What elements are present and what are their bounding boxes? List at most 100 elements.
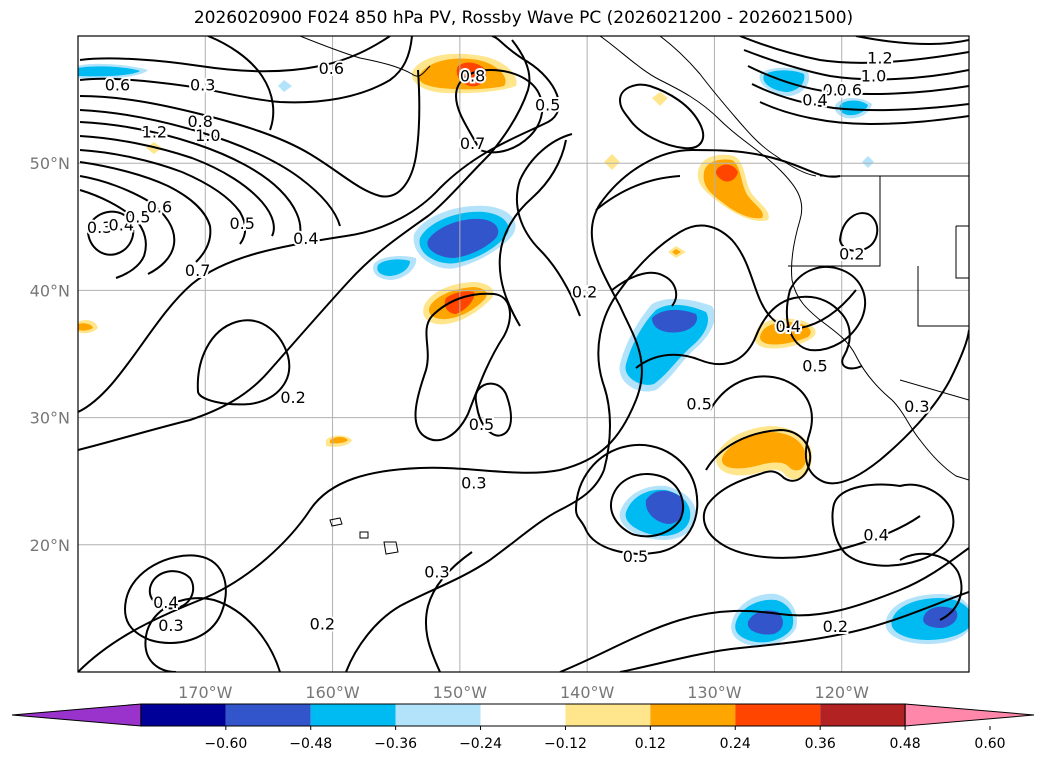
x-tick-label: 120°W <box>815 683 870 702</box>
anomaly-shading <box>78 53 969 647</box>
contour-line <box>498 139 567 327</box>
shade-neg-44n-core <box>427 218 499 258</box>
shade-neg-nw-corner-mid <box>78 66 140 77</box>
coastline-alaska <box>299 36 431 77</box>
contour-label: 1.0 <box>195 126 220 145</box>
shade-pos-49n-max <box>715 164 738 182</box>
contour-label: 0.5 <box>229 214 254 233</box>
x-axis-tick-labels: 170°W 160°W 150°W 140°W 130°W 120°W <box>178 683 869 702</box>
contour-label: 0.8 <box>187 112 212 131</box>
colorbar-box <box>395 704 481 726</box>
shade-neg-ne2-mid <box>839 100 868 116</box>
contour-line <box>424 551 473 672</box>
contour-line <box>759 101 969 125</box>
contour-label: 0.2 <box>572 283 597 302</box>
contour-label: 0.6 <box>147 197 172 216</box>
border-state-4 <box>899 379 969 401</box>
contour-line <box>702 429 921 559</box>
contour-label: 1.2 <box>142 122 167 141</box>
contour-line <box>414 292 511 442</box>
contour-label: 0.8 <box>460 66 485 85</box>
pv-contours <box>78 36 969 672</box>
contour-line <box>79 149 247 245</box>
x-tick-label: 130°W <box>687 683 742 702</box>
shade-neg-37n-core <box>652 309 698 333</box>
shade-pos-speck-e <box>652 92 668 106</box>
contour-label: 0.2 <box>310 615 335 634</box>
colorbar-box <box>225 704 311 726</box>
contour-line <box>575 443 699 555</box>
colorbar-box <box>310 704 396 726</box>
contour-label: 0.3 <box>461 473 486 492</box>
shade-pos-speck-c <box>604 154 620 170</box>
contour-line <box>455 69 544 154</box>
chart-title: 2026020900 F024 850 hPa PV, Rossby Wave … <box>193 8 854 28</box>
contour-label: 0.4 <box>776 317 801 336</box>
contour-label: 0.4 <box>863 526 888 545</box>
x-tick-label: 160°W <box>305 683 360 702</box>
contour-label: 0.6 <box>319 59 344 78</box>
contour-label: 0.4 <box>109 215 134 234</box>
shade-neg-14n-core <box>747 610 783 635</box>
colorbar-box <box>140 704 226 726</box>
contour-line <box>144 597 281 672</box>
coastline-na <box>599 36 969 481</box>
contour-line <box>124 554 227 644</box>
shade-neg-22n-core <box>645 490 685 524</box>
colorbar-box <box>735 704 821 726</box>
contour-line <box>515 133 581 317</box>
contour-line <box>79 161 212 263</box>
contour-line <box>709 329 969 485</box>
contour-line <box>855 36 969 45</box>
contour-line <box>785 265 867 352</box>
contour-line <box>79 36 413 104</box>
contour-line <box>595 175 681 211</box>
contour-line <box>148 570 195 610</box>
contour-label: 0.5 <box>125 208 150 227</box>
colorbar-box <box>650 704 736 726</box>
colorbar-tick-label: −0.12 <box>544 736 587 752</box>
y-tick-label: 40°N <box>30 281 70 300</box>
contour-line <box>751 83 969 112</box>
colorbar-box <box>480 704 566 726</box>
shade-neg-east-core <box>923 606 958 628</box>
contour-line <box>79 109 341 227</box>
contour-label: 0.3 <box>190 75 215 94</box>
colorbar-tick-label: −0.60 <box>204 736 247 752</box>
contour-label: 0.4 <box>802 91 827 110</box>
colorbar-box <box>565 704 651 726</box>
y-tick-label: 20°N <box>30 536 70 555</box>
colorbar-extend-max <box>904 703 1035 727</box>
colorbar-box <box>820 704 906 726</box>
contour-line <box>78 39 531 451</box>
y-axis-tick-labels: 20°N 30°N 40°N 50°N <box>30 154 70 555</box>
border-state-1 <box>788 176 881 267</box>
contour-line <box>739 36 969 64</box>
contour-label: 0.2 <box>280 388 305 407</box>
colorbar-extend-min <box>11 703 142 727</box>
contour-line <box>559 547 969 672</box>
hawaii-islands <box>329 517 399 555</box>
contour-label: 1.0 <box>861 66 886 85</box>
contour-label-layer: 0.6 0.30.81.01.20.6 0.80.50.70.30.40.50.60… <box>85 47 932 639</box>
contour-line <box>839 212 879 252</box>
contour-line <box>78 36 560 413</box>
colorbar <box>11 703 1035 727</box>
shade-neg-speck-2 <box>278 80 292 92</box>
contour-label: 0.7 <box>185 261 210 280</box>
contour-line <box>619 83 705 150</box>
contour-label: 0.5 <box>802 356 827 375</box>
contour-line <box>743 49 969 81</box>
border-state-3 <box>955 225 969 279</box>
contour-label: 0.4 <box>153 593 178 612</box>
colorbar-tick-label: 0.60 <box>974 736 1005 752</box>
colorbar-tick-label: 0.48 <box>890 736 921 752</box>
contour-line <box>79 175 176 275</box>
coastline-bc <box>659 36 817 177</box>
contour-label: 0.4 <box>293 229 318 248</box>
contour-line <box>79 69 421 198</box>
contour-line <box>831 483 955 567</box>
contour-label: 0.3 <box>424 563 449 582</box>
y-tick-label: 50°N <box>30 154 70 173</box>
